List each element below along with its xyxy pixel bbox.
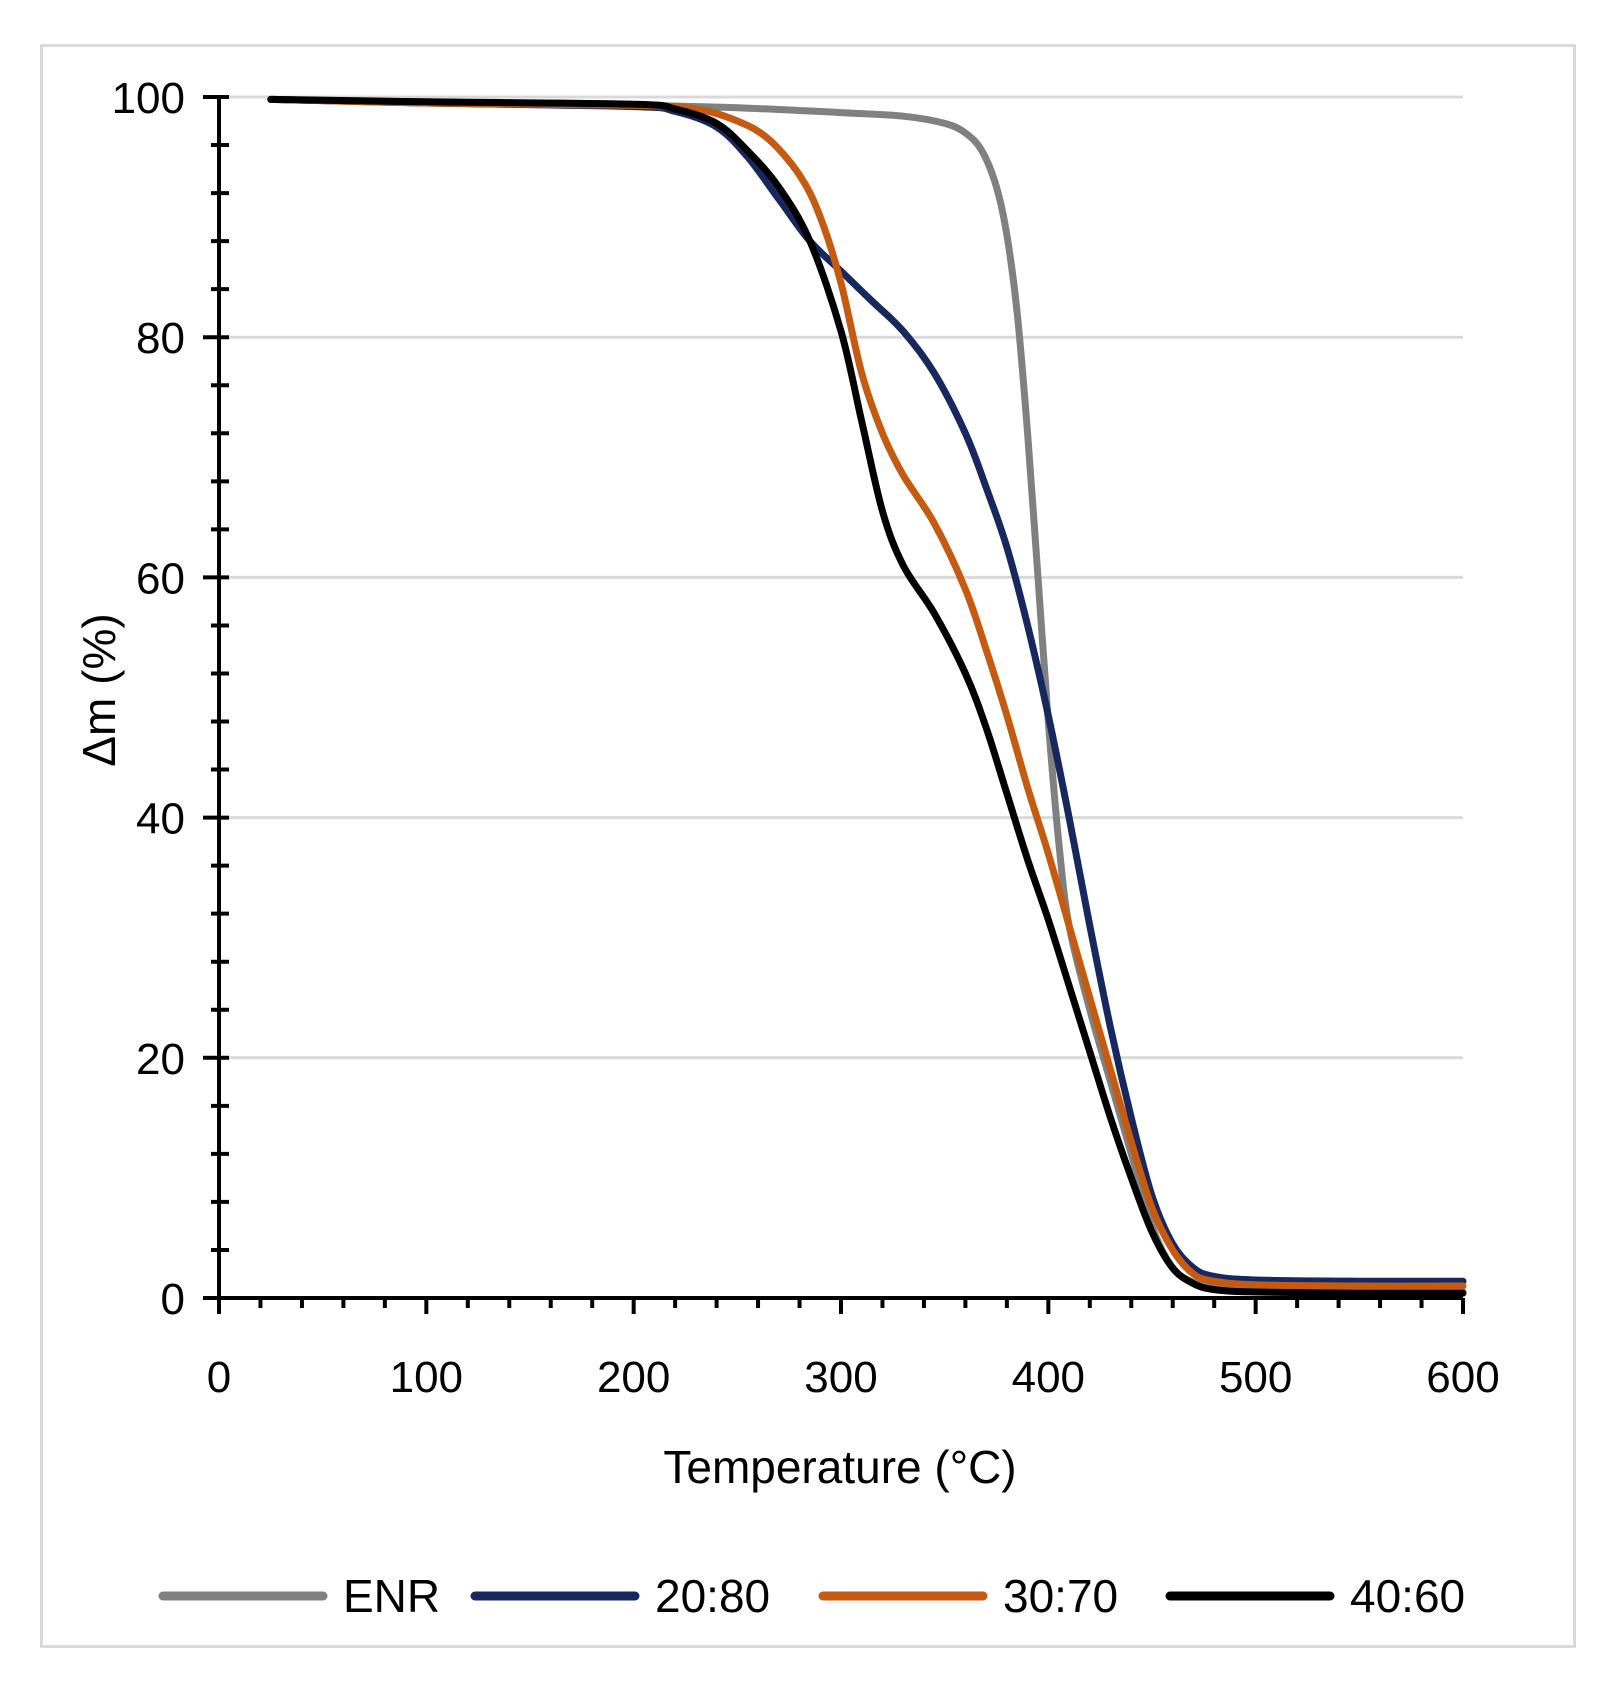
x-tick-label-500: 500 bbox=[1219, 1353, 1292, 1402]
y-tick-label-0: 0 bbox=[161, 1275, 185, 1324]
axes bbox=[203, 95, 1465, 1314]
x-tick-label-300: 300 bbox=[804, 1353, 877, 1402]
series-line-20-80 bbox=[267, 95, 1467, 1285]
y-tick-labels: 0 20 40 60 80 100 bbox=[112, 74, 185, 1324]
y-tick-label-60: 60 bbox=[136, 554, 185, 603]
legend-label-40-60: 40:60 bbox=[1350, 1570, 1465, 1622]
y-tick-label-100: 100 bbox=[112, 74, 185, 123]
chart-frame bbox=[40, 44, 1576, 1648]
series-line-40-60 bbox=[267, 95, 1467, 1297]
x-tick-label-400: 400 bbox=[1012, 1353, 1085, 1402]
legend-label-30-70: 30:70 bbox=[1003, 1570, 1118, 1622]
x-tick-label-200: 200 bbox=[597, 1353, 670, 1402]
y-tick-label-40: 40 bbox=[136, 795, 185, 844]
legend-label-20-80: 20:80 bbox=[655, 1570, 770, 1622]
series-group bbox=[267, 95, 1467, 1297]
x-tick-labels: 0 100 200 300 400 500 600 bbox=[207, 1353, 1500, 1402]
y-tick-label-80: 80 bbox=[136, 314, 185, 363]
y-axis-title: Δm (%) bbox=[73, 613, 125, 766]
legend: ENR 20:80 30:70 40:60 bbox=[158, 1570, 1465, 1622]
gridlines bbox=[219, 95, 1463, 1060]
x-tick-label-0: 0 bbox=[207, 1353, 231, 1402]
x-tick-label-600: 600 bbox=[1426, 1353, 1499, 1402]
series-line-enr bbox=[267, 95, 1467, 1296]
y-tick-label-20: 20 bbox=[136, 1035, 185, 1084]
series-line-30-70 bbox=[267, 95, 1467, 1290]
legend-label-enr: ENR bbox=[343, 1570, 440, 1622]
x-axis-title: Temperature (°C) bbox=[663, 1441, 1016, 1493]
x-tick-label-100: 100 bbox=[390, 1353, 463, 1402]
